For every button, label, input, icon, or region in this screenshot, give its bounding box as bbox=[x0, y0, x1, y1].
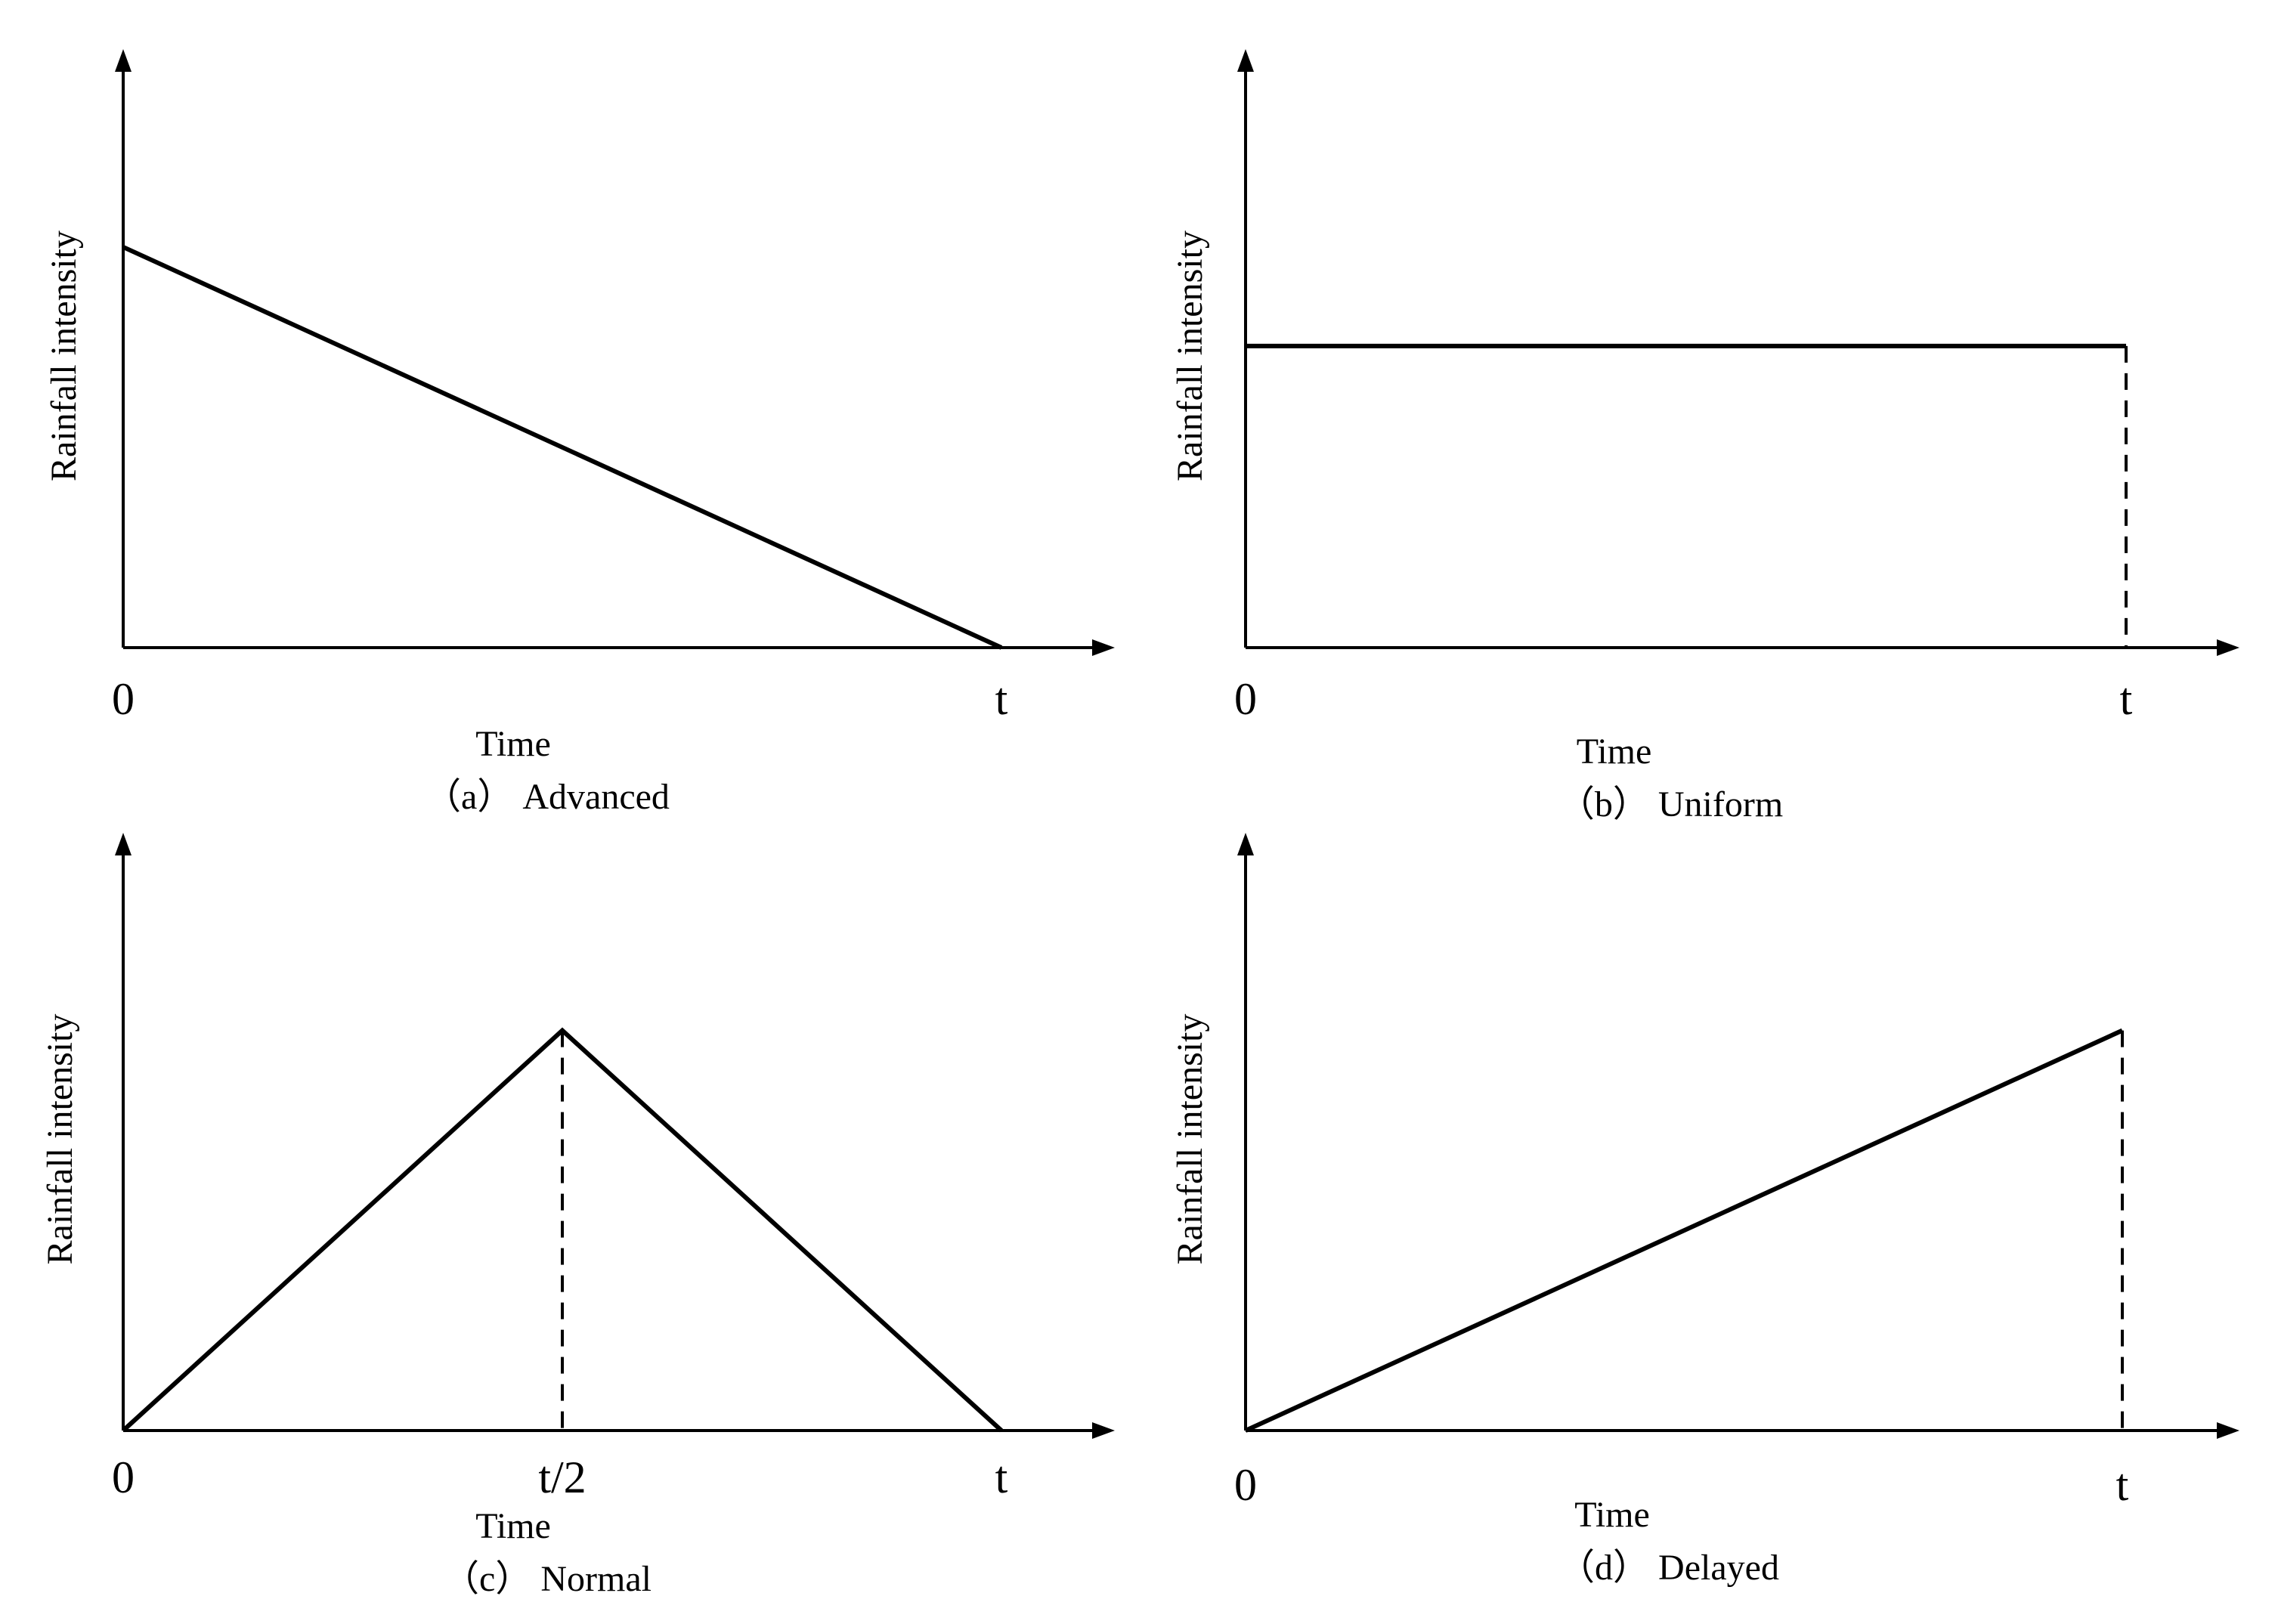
x-axis-label: Time bbox=[475, 1506, 551, 1546]
y-axis-arrow-icon bbox=[115, 833, 132, 855]
panel-caption: （c） Normal bbox=[443, 1559, 652, 1599]
panel-caption: （d） Delayed bbox=[1558, 1548, 1779, 1588]
rainfall-intensity-series bbox=[121, 1027, 1004, 1433]
x-tick-label: t/2 bbox=[538, 1452, 586, 1502]
chart-panel-c: 0 t/2 t Time Rainfall intensity （c） Normal bbox=[40, 833, 1115, 1599]
chart-panel-b: 0 t Time Rainfall intensity （b） Uniform bbox=[1170, 49, 2239, 824]
x-tick-label: 0 bbox=[112, 1452, 135, 1502]
x-tick-label: t bbox=[995, 1452, 1008, 1502]
chart-panel-a: 0 t Time Rainfall intensity （a） Advanced bbox=[44, 49, 1115, 817]
y-axis-label: Rainfall intensity bbox=[44, 230, 84, 481]
x-axis-arrow-icon bbox=[1092, 1422, 1115, 1439]
y-axis-arrow-icon bbox=[1237, 49, 1254, 72]
x-axis-arrow-icon bbox=[2217, 1422, 2239, 1439]
x-axis-label: Time bbox=[1574, 1495, 1650, 1535]
y-axis-label: Rainfall intensity bbox=[40, 1014, 80, 1265]
panel-caption: （b） Uniform bbox=[1558, 784, 1783, 824]
y-axis-arrow-icon bbox=[115, 49, 132, 72]
x-tick-label: 0 bbox=[1234, 674, 1257, 724]
y-axis-arrow-icon bbox=[1237, 833, 1254, 855]
x-tick-label: t bbox=[995, 674, 1008, 724]
x-tick-label: 0 bbox=[1234, 1460, 1257, 1510]
y-axis-label: Rainfall intensity bbox=[1170, 1014, 1210, 1265]
rainfall-intensity-series bbox=[122, 245, 1003, 650]
x-axis-label: Time bbox=[475, 724, 551, 764]
x-axis-label: Time bbox=[1577, 732, 1652, 772]
x-tick-label: t bbox=[2116, 1460, 2129, 1510]
y-axis-label: Rainfall intensity bbox=[1170, 230, 1210, 481]
x-axis-arrow-icon bbox=[2217, 639, 2239, 656]
x-axis-arrow-icon bbox=[1092, 639, 1115, 656]
panel-caption: （a） Advanced bbox=[425, 777, 670, 817]
x-tick-label: t bbox=[2120, 674, 2133, 724]
rainfall-intensity-series bbox=[1244, 1028, 2124, 1433]
chart-panel-d: 0 t Time Rainfall intensity （d） Delayed bbox=[1170, 833, 2239, 1588]
x-tick-label: 0 bbox=[112, 674, 135, 724]
